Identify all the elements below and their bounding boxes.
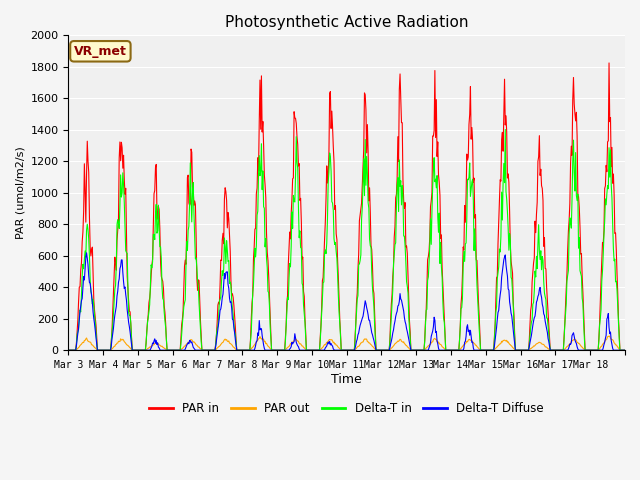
- Delta-T in: [232, 340, 240, 346]
- PAR in: [130, 348, 138, 353]
- PAR out: [435, 340, 443, 346]
- PAR out: [260, 336, 268, 342]
- Delta-T Diffuse: [65, 348, 72, 353]
- Delta-T in: [260, 204, 268, 210]
- Title: Photosynthetic Active Radiation: Photosynthetic Active Radiation: [225, 15, 468, 30]
- PAR out: [606, 333, 614, 339]
- Delta-T Diffuse: [233, 348, 241, 353]
- X-axis label: Time: Time: [332, 372, 362, 386]
- PAR in: [435, 180, 443, 186]
- Line: PAR out: PAR out: [68, 336, 625, 350]
- Delta-T in: [281, 348, 289, 353]
- Delta-T Diffuse: [260, 346, 268, 351]
- PAR in: [404, 273, 412, 278]
- Delta-T Diffuse: [282, 348, 289, 353]
- Text: VR_met: VR_met: [74, 45, 127, 58]
- Delta-T Diffuse: [131, 348, 138, 353]
- PAR out: [281, 348, 289, 353]
- Delta-T in: [404, 290, 412, 296]
- Delta-T Diffuse: [621, 348, 629, 353]
- PAR out: [232, 347, 240, 352]
- Delta-T in: [621, 348, 629, 353]
- Delta-T Diffuse: [83, 250, 90, 256]
- Line: PAR in: PAR in: [68, 63, 625, 350]
- PAR in: [605, 60, 613, 66]
- PAR in: [232, 337, 240, 343]
- Delta-T in: [65, 348, 72, 353]
- Legend: PAR in, PAR out, Delta-T in, Delta-T Diffuse: PAR in, PAR out, Delta-T in, Delta-T Dif…: [145, 397, 548, 420]
- Delta-T Diffuse: [436, 348, 444, 353]
- Delta-T Diffuse: [405, 336, 413, 342]
- Delta-T in: [130, 348, 138, 353]
- PAR in: [281, 348, 289, 353]
- Y-axis label: PAR (umol/m2/s): PAR (umol/m2/s): [15, 146, 25, 239]
- PAR in: [621, 348, 629, 353]
- PAR in: [65, 348, 72, 353]
- Delta-T in: [435, 210, 443, 216]
- PAR out: [404, 345, 412, 350]
- PAR in: [260, 143, 268, 148]
- Delta-T in: [501, 127, 509, 132]
- PAR out: [65, 348, 72, 353]
- Line: Delta-T in: Delta-T in: [68, 130, 625, 350]
- PAR out: [621, 348, 629, 353]
- PAR out: [130, 348, 138, 353]
- Line: Delta-T Diffuse: Delta-T Diffuse: [68, 253, 625, 350]
